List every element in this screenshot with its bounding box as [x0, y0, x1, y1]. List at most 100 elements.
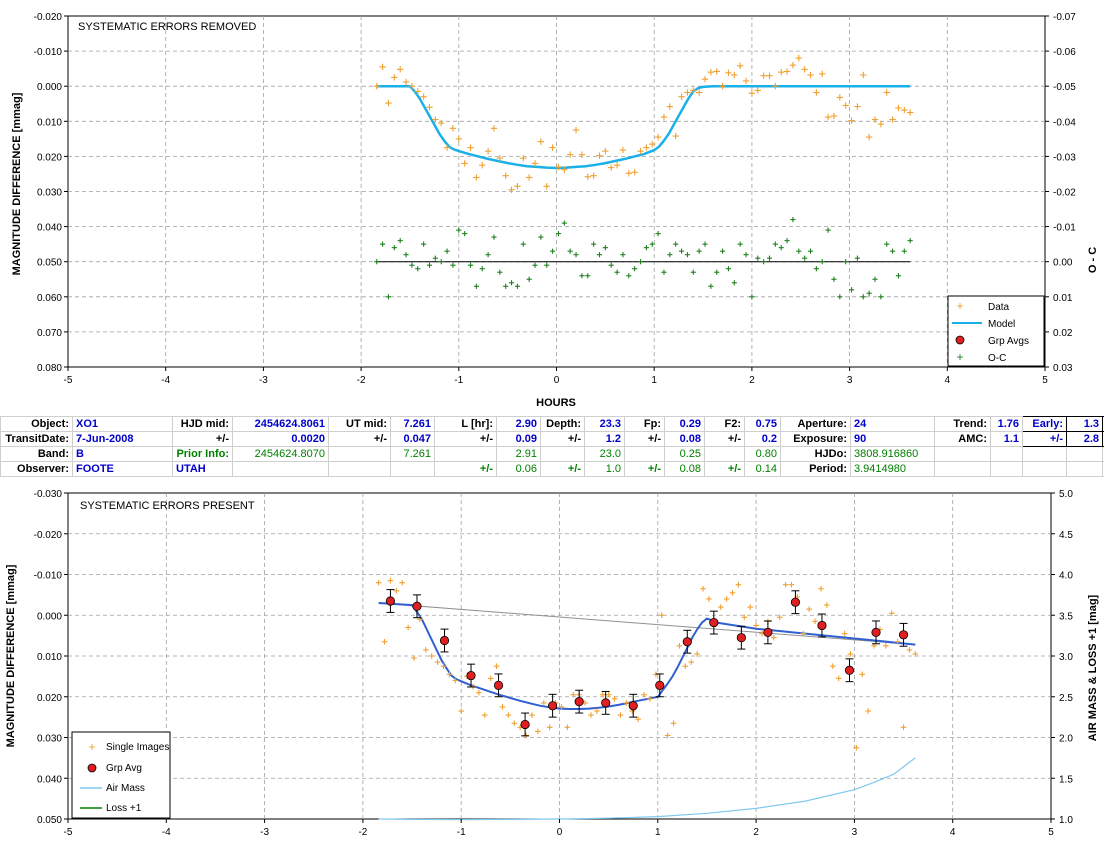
single-image-point	[499, 704, 506, 710]
oc-point	[497, 269, 503, 275]
early-err-value: 2.8	[1066, 431, 1103, 447]
f2-err-value: 0.2	[744, 431, 781, 447]
single-image-point	[658, 612, 665, 619]
data-point	[830, 112, 838, 120]
single-image-point	[906, 647, 913, 653]
x-tick-label: 0	[554, 375, 560, 386]
empty-cell	[624, 446, 665, 462]
fp-err-label: +/-	[624, 431, 665, 447]
aperture-value: 24	[850, 416, 935, 432]
y-tick-label: -0.010	[34, 47, 63, 58]
data-point	[379, 63, 386, 71]
hjd-err-label: +/-	[172, 431, 233, 447]
info-row-2: TransitDate: 7-Jun-2008 +/- 0.0020 +/- 0…	[0, 431, 1104, 447]
x-tick-label: -4	[161, 375, 170, 386]
object-label: Object:	[0, 416, 73, 432]
oc-point	[714, 269, 720, 275]
y2-tick-label: -0.04	[1053, 117, 1076, 128]
x-ticks: -5 -4 -3 -2 -1 0 1 2 3 4 5	[64, 367, 1048, 386]
data-point	[502, 172, 509, 179]
oc-point	[901, 248, 907, 254]
oc-point	[895, 273, 902, 279]
group-average-point	[790, 590, 801, 615]
y2-tick-label: 0.02	[1053, 328, 1073, 339]
empty-cell	[1066, 446, 1103, 462]
oc-point	[696, 248, 702, 254]
group-average-point	[763, 620, 773, 645]
data-point	[619, 146, 627, 154]
y-tick-label: 0.000	[37, 82, 62, 93]
group-average-point	[871, 620, 881, 645]
y-ticks: -0.030 -0.020 -0.010 0.000 0.010 0.020 0.030 0.…	[34, 489, 68, 826]
y-tick-label: 0.020	[37, 693, 62, 704]
y2-tick-label: 1.5	[1059, 774, 1073, 785]
y2-tick-label: 4.5	[1059, 530, 1073, 541]
x-tick-label: -1	[454, 375, 463, 386]
x-tick-label: -5	[64, 827, 73, 838]
data-point	[596, 152, 603, 159]
oc-point	[796, 248, 802, 254]
bottom-chart: -5 -4 -3 -2 -1 0 1 2 3 4 5 -0.030 -0.020 -0.010 0.000…	[5, 489, 1099, 838]
oc-point	[626, 273, 632, 279]
data-point	[402, 78, 410, 86]
oc-point	[860, 294, 866, 300]
y2-tick-label: -0.03	[1053, 152, 1076, 163]
x-tick-label: -2	[357, 375, 366, 386]
data-point	[789, 61, 797, 69]
fp-err-value: 0.08	[664, 431, 705, 447]
prior-f2-err-value: 0.14	[744, 461, 781, 477]
prior-fp-err-label: +/-	[624, 461, 665, 477]
group-average-point	[574, 689, 584, 714]
prior-length-err-value: 0.06	[496, 461, 541, 477]
group-average-point	[493, 673, 504, 698]
single-image-point	[399, 579, 406, 586]
single-image-point	[706, 596, 712, 602]
transit-date-value: 7-Jun-2008	[72, 431, 173, 447]
empty-cell	[1066, 461, 1103, 477]
y-tick-label: 0.080	[37, 363, 62, 374]
oc-point	[649, 241, 655, 247]
hjd-err-value: 0.0020	[232, 431, 329, 447]
single-image-point	[888, 610, 895, 617]
oc-point	[778, 245, 784, 251]
empty-cell	[390, 461, 435, 477]
data-point	[438, 119, 445, 127]
oc-point	[684, 252, 691, 258]
chart-title: SYSTEMATIC ERRORS REMOVED	[78, 21, 256, 33]
single-image-point	[487, 675, 494, 682]
single-image-point	[829, 663, 836, 669]
x-tick-label: 4	[945, 375, 951, 386]
data-point	[889, 116, 896, 123]
empty-cell	[328, 446, 391, 462]
location-value: UTAH	[172, 461, 233, 477]
single-image-point	[529, 712, 535, 718]
y2-tick-label: 0.01	[1053, 293, 1073, 304]
info-row-4: Observer: FOOTE UTAH +/- 0.06 +/- 1.0 +/…	[0, 461, 1104, 477]
oc-point	[532, 262, 538, 268]
legend-grpavg-label: Grp Avg	[106, 763, 142, 774]
data-point	[555, 163, 562, 171]
legend-box	[947, 295, 1045, 367]
single-image-point	[735, 581, 742, 588]
x-tick-label: -3	[259, 375, 268, 386]
single-image-point	[770, 634, 777, 641]
data-point	[766, 72, 773, 79]
data-point	[625, 170, 632, 177]
single-image-point	[900, 724, 907, 731]
data-point	[654, 133, 662, 141]
data-point	[865, 133, 873, 141]
data-point	[414, 88, 421, 95]
y2-tick-label: 2.5	[1059, 693, 1073, 704]
y-tick-label: 0.020	[37, 152, 62, 163]
single-image-point	[865, 708, 871, 714]
data-point	[895, 104, 902, 112]
y-tick-label: 0.050	[37, 258, 62, 269]
single-image-point	[812, 618, 818, 625]
legend-loss-label: Loss +1	[106, 803, 142, 814]
data-point	[801, 66, 808, 73]
oc-point	[749, 294, 755, 300]
oc-point	[473, 283, 479, 289]
y-ticks: -0.020 -0.010 0.000 0.010 0.020 0.030 0.040 0.0…	[34, 12, 68, 374]
group-average-point	[682, 629, 692, 654]
single-image-point	[393, 588, 400, 594]
